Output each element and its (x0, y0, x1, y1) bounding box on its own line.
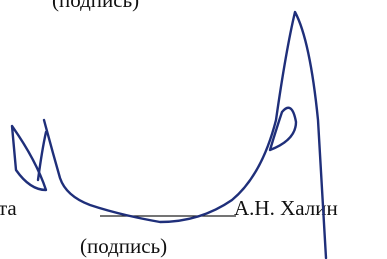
signature-area (0, 0, 387, 259)
signature (12, 12, 326, 258)
signature-stroke (44, 12, 326, 258)
signature-tick (38, 132, 46, 180)
document-fragment: (подпись) та А.Н. Халин (подпись) (0, 0, 387, 259)
